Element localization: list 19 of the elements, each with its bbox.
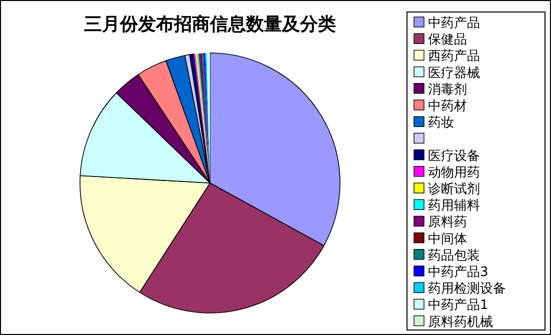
legend-label: 医疗器械: [428, 66, 480, 81]
chart-title: 三月份发布招商信息数量及分类: [84, 14, 336, 35]
legend-label: 药妆: [428, 116, 454, 131]
legend-label: 中药材: [428, 99, 467, 114]
legend-label: 西药产品: [428, 49, 480, 64]
legend-label: 中药产品1: [428, 298, 488, 314]
legend-label: 药用检测设备: [428, 282, 506, 297]
legend-label: 原料药机械: [428, 314, 493, 330]
legend-label: 原料药: [428, 215, 467, 230]
legend-label: 中间体: [428, 232, 467, 247]
legend-label: 医疗设备: [428, 148, 480, 164]
legend-label: 药品包装: [428, 248, 480, 264]
legend-label: 中药产品3: [428, 265, 488, 280]
legend-label: 保健品: [428, 32, 467, 48]
legend-label: 诊断试剂: [428, 181, 480, 197]
legend-label: 中药产品: [428, 16, 480, 31]
legend-label: 动物用药: [428, 165, 480, 180]
legend-label: 消毒剂: [428, 81, 467, 98]
legend-label: 药用辅料: [428, 198, 480, 214]
